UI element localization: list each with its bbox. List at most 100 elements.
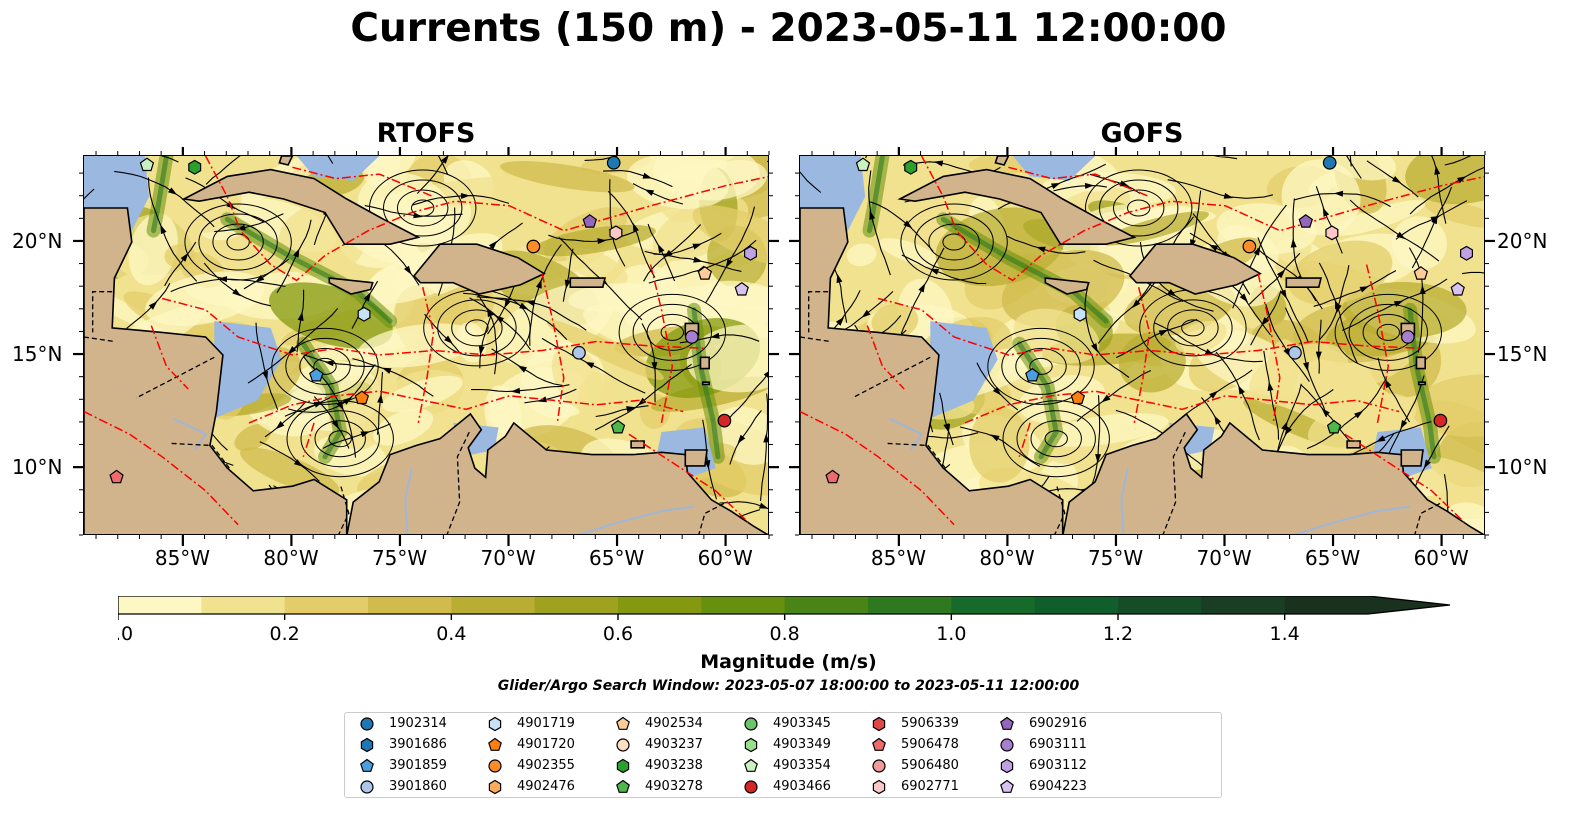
- lon-label: 60°W: [697, 546, 753, 570]
- legend-label: 4901720: [517, 737, 575, 752]
- legend-symbol: [872, 779, 886, 795]
- figure-title: Currents (150 m) - 2023-05-11 12:00:00: [350, 6, 1227, 51]
- legend-label: 6904223: [1029, 779, 1087, 794]
- legend-label: 6903112: [1029, 758, 1087, 773]
- legend-symbol: [744, 737, 758, 753]
- legend-entry: 4903349: [743, 735, 831, 755]
- float-marker-6903112: [744, 245, 757, 261]
- gofs-landmass: [1285, 277, 1323, 288]
- gofs-river: [1120, 467, 1129, 534]
- legend-marker-circle: [744, 780, 758, 794]
- colorbar-segment: [451, 596, 536, 614]
- colorbar-segment: [284, 596, 369, 614]
- map-panel-gofs[interactable]: [799, 155, 1485, 535]
- legend-marker-circle: [360, 717, 374, 731]
- float-marker-1902314: [606, 156, 621, 170]
- gofs-country-border: [851, 356, 931, 399]
- legend-marker-pentagon: [360, 758, 374, 772]
- float-marker-4902534: [697, 266, 713, 280]
- legend-symbol: [1000, 738, 1014, 752]
- legend-label: 4901719: [517, 716, 575, 731]
- rtofs-river: [404, 467, 413, 534]
- lon-label: 65°W: [589, 546, 645, 570]
- float-marker-4901720: [354, 390, 370, 405]
- legend-symbol: [616, 758, 630, 774]
- float-marker-4903466: [717, 413, 732, 428]
- float-marker-5906478: [825, 469, 840, 484]
- legend-marker-hexagon: [488, 716, 502, 732]
- float-marker-4903238: [904, 159, 918, 175]
- legend-entry: 3901859: [359, 756, 447, 776]
- legend-entry: 3901686: [359, 735, 447, 755]
- legend-marker-pentagon: [1000, 716, 1014, 730]
- legend-label: 5906478: [901, 737, 959, 752]
- legend-label: 4903237: [645, 737, 703, 752]
- legend-marker-hexagon: [1000, 758, 1014, 774]
- legend-marker-hexagon: [744, 737, 758, 753]
- legend-label: 4903278: [645, 779, 703, 794]
- legend-label: 1902314: [389, 716, 447, 731]
- legend-marker-pentagon: [616, 779, 630, 793]
- legend-symbol: [872, 737, 886, 751]
- colorbar-label: Magnitude (m/s): [700, 651, 877, 673]
- legend-entry: 4903354: [743, 756, 831, 776]
- legend-label: 6902916: [1029, 716, 1087, 731]
- legend-label: 4902534: [645, 716, 703, 731]
- legend-entry: 4901719: [487, 714, 575, 734]
- legend-symbol: [488, 737, 502, 751]
- lat-label-left: 10°N: [12, 455, 63, 479]
- map-panel-rtofs[interactable]: [83, 155, 769, 535]
- legend-label: 3901860: [389, 779, 447, 794]
- legend-marker-circle: [616, 738, 630, 752]
- colorbar-segment: [868, 596, 952, 614]
- rtofs-shallow-water: [296, 156, 380, 181]
- float-marker-6902771: [1325, 225, 1339, 241]
- lon-label: 65°W: [1305, 546, 1361, 570]
- legend-symbol: [872, 759, 886, 773]
- gofs-landmass: [1346, 440, 1361, 449]
- legend-symbol: [360, 758, 374, 772]
- legend-entry: 4903466: [743, 777, 831, 797]
- lon-label: 75°W: [1087, 546, 1144, 570]
- rtofs-country-border: [92, 291, 113, 333]
- legend-entry: 4902355: [487, 756, 575, 776]
- gofs-landmass: [1062, 412, 1484, 534]
- legend-marker-hexagon: [872, 779, 886, 795]
- gofs-eez-lines: [800, 156, 1484, 526]
- colorbar-segment: [201, 596, 286, 614]
- rtofs-landmass: [699, 356, 710, 370]
- search-window-caption: Glider/Argo Search Window: 2023-05-07 18…: [497, 678, 1080, 694]
- legend-symbol: [360, 737, 374, 753]
- legend-label: 5906339: [901, 716, 959, 731]
- float-marker-4902355: [1242, 239, 1257, 254]
- legend-marker-pentagon: [1000, 779, 1014, 793]
- legend-entry: 4902534: [615, 714, 703, 734]
- colorbar-segment: [368, 596, 452, 614]
- colorbar-segment: [701, 596, 786, 614]
- legend-label: 6902771: [901, 779, 959, 794]
- gofs-country-border: [800, 336, 831, 343]
- legend-label: 6903111: [1029, 737, 1087, 752]
- lon-label: 70°W: [480, 546, 536, 570]
- rtofs-country-border: [338, 483, 350, 534]
- legend-label: 4902355: [517, 758, 575, 773]
- legend-label: 5906480: [901, 758, 959, 773]
- lon-label: 80°W: [263, 546, 319, 570]
- rtofs-landmass: [278, 156, 294, 166]
- float-marker-6904223: [734, 281, 749, 296]
- panel-title-rtofs: RTOFS: [376, 118, 476, 149]
- float-marker-4901719: [1073, 306, 1087, 322]
- gofs-country-border: [1162, 429, 1187, 534]
- legend-marker-circle: [872, 759, 886, 773]
- rtofs-country-border: [84, 336, 115, 343]
- float-marker-6902916: [582, 214, 598, 228]
- legend-label: 4903466: [773, 779, 831, 794]
- legend-marker-circle: [488, 759, 502, 773]
- rtofs-country-border: [168, 442, 230, 469]
- float-marker-5906478: [109, 469, 124, 484]
- colorbar-segment: [1201, 596, 1286, 614]
- rtofs-landmass: [181, 168, 421, 245]
- legend-symbol: [616, 716, 630, 730]
- float-marker-6904223: [1450, 281, 1465, 296]
- legend-marker-hexagon: [872, 716, 886, 732]
